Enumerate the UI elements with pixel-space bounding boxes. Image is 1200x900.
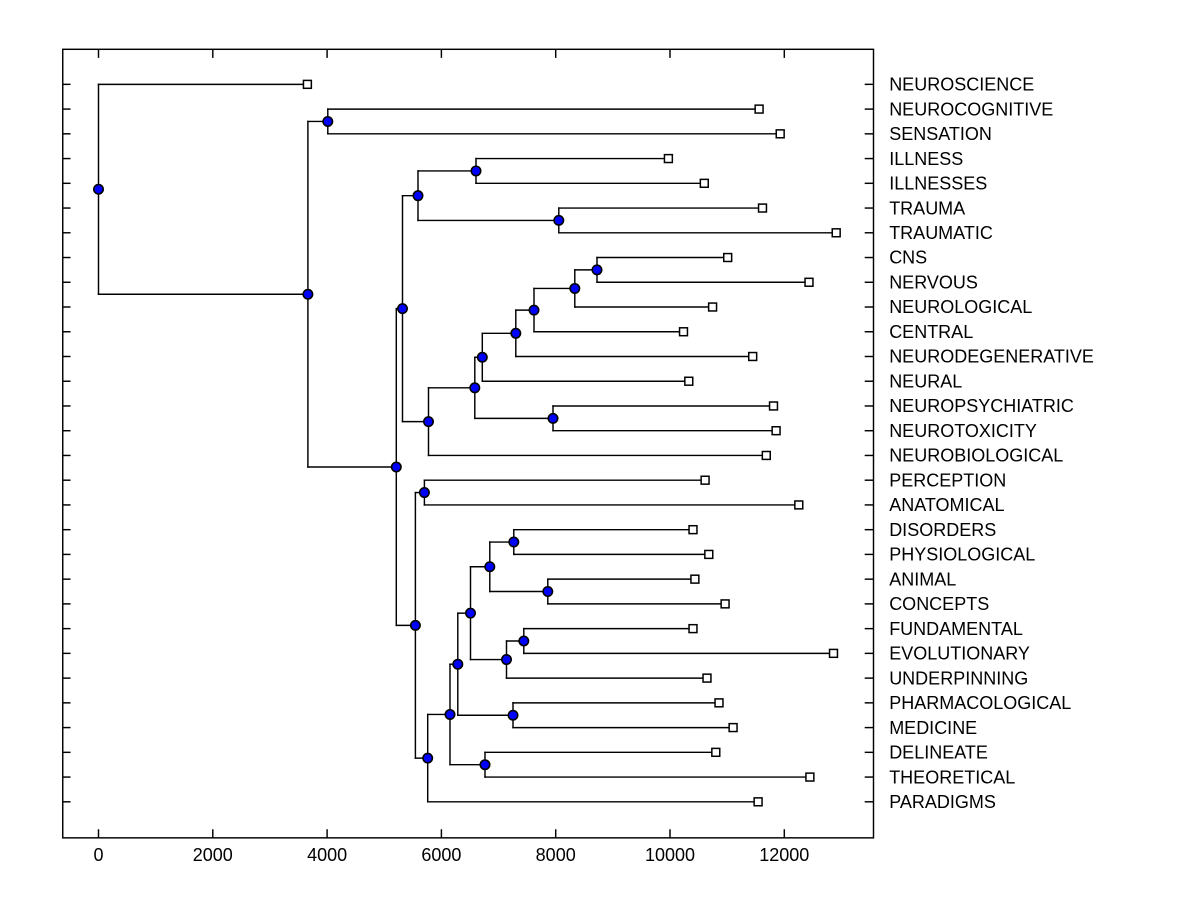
svg-text:NEUROCOGNITIVE: NEUROCOGNITIVE [889, 99, 1053, 119]
svg-text:NEUROPSYCHIATRIC: NEUROPSYCHIATRIC [889, 396, 1074, 416]
svg-text:12000: 12000 [759, 845, 809, 865]
svg-text:PARADIGMS: PARADIGMS [889, 792, 996, 812]
svg-text:UNDERPINNING: UNDERPINNING [889, 668, 1028, 688]
svg-text:EVOLUTIONARY: EVOLUTIONARY [889, 644, 1030, 664]
svg-text:10000: 10000 [645, 845, 695, 865]
svg-text:NEURODEGENERATIVE: NEURODEGENERATIVE [889, 347, 1094, 367]
svg-text:DISORDERS: DISORDERS [889, 520, 996, 540]
svg-text:THEORETICAL: THEORETICAL [889, 767, 1015, 787]
svg-text:PERCEPTION: PERCEPTION [889, 470, 1006, 490]
svg-text:2000: 2000 [193, 845, 233, 865]
svg-text:MEDICINE: MEDICINE [889, 718, 977, 738]
svg-text:NEUROSCIENCE: NEUROSCIENCE [889, 75, 1034, 95]
svg-text:CNS: CNS [889, 248, 927, 268]
svg-text:0: 0 [93, 845, 103, 865]
svg-text:CONCEPTS: CONCEPTS [889, 594, 989, 614]
svg-text:ILLNESSES: ILLNESSES [889, 174, 987, 194]
svg-text:FUNDAMENTAL: FUNDAMENTAL [889, 619, 1023, 639]
svg-text:DELINEATE: DELINEATE [889, 743, 988, 763]
svg-text:SENSATION: SENSATION [889, 124, 992, 144]
svg-text:NEUROLOGICAL: NEUROLOGICAL [889, 297, 1032, 317]
svg-text:NEURAL: NEURAL [889, 371, 962, 391]
svg-text:NEUROBIOLOGICAL: NEUROBIOLOGICAL [889, 446, 1063, 466]
svg-text:NEUROTOXICITY: NEUROTOXICITY [889, 421, 1037, 441]
svg-text:TRAUMATIC: TRAUMATIC [889, 223, 993, 243]
svg-text:ANIMAL: ANIMAL [889, 569, 956, 589]
svg-text:TRAUMA: TRAUMA [889, 198, 965, 218]
svg-text:PHARMACOLOGICAL: PHARMACOLOGICAL [889, 693, 1071, 713]
svg-text:ILLNESS: ILLNESS [889, 149, 963, 169]
svg-text:NERVOUS: NERVOUS [889, 272, 978, 292]
svg-text:4000: 4000 [307, 845, 347, 865]
svg-text:ANATOMICAL: ANATOMICAL [889, 495, 1004, 515]
svg-text:8000: 8000 [536, 845, 576, 865]
svg-text:CENTRAL: CENTRAL [889, 322, 973, 342]
svg-text:PHYSIOLOGICAL: PHYSIOLOGICAL [889, 545, 1035, 565]
svg-text:6000: 6000 [421, 845, 461, 865]
